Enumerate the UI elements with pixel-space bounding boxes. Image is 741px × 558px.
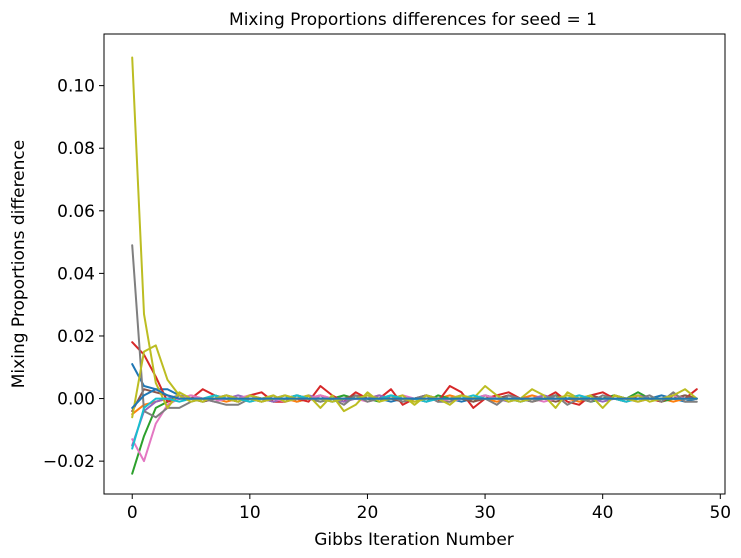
y-tick-label: 0.08 — [57, 139, 95, 159]
x-tick-label: 20 — [357, 503, 379, 523]
y-tick-label: −0.02 — [43, 452, 95, 472]
x-tick-label: 40 — [592, 503, 614, 523]
chart-title: Mixing Proportions differences for seed … — [229, 10, 597, 30]
y-tick-label: 0.04 — [57, 264, 95, 284]
y-tick-label: 0.02 — [57, 327, 95, 347]
x-axis-label: Gibbs Iteration Number — [314, 530, 514, 550]
x-axis: 0 10 20 30 40 50 — [127, 494, 731, 523]
x-tick-label: 0 — [127, 503, 138, 523]
x-tick-label: 10 — [239, 503, 261, 523]
plot-frame — [103, 33, 726, 495]
y-tick-label: 0.10 — [57, 77, 95, 97]
y-tick-label: 0.00 — [57, 390, 95, 410]
y-axis-label: Mixing Proportions difference — [9, 140, 29, 388]
series-layer — [131, 56, 698, 475]
y-axis: −0.02 0.00 0.02 0.04 0.06 0.08 0.10 — [43, 77, 104, 472]
x-tick-label: 50 — [709, 503, 731, 523]
x-tick-label: 30 — [474, 503, 496, 523]
y-tick-label: 0.06 — [57, 202, 95, 222]
series-line-12 — [131, 388, 698, 409]
